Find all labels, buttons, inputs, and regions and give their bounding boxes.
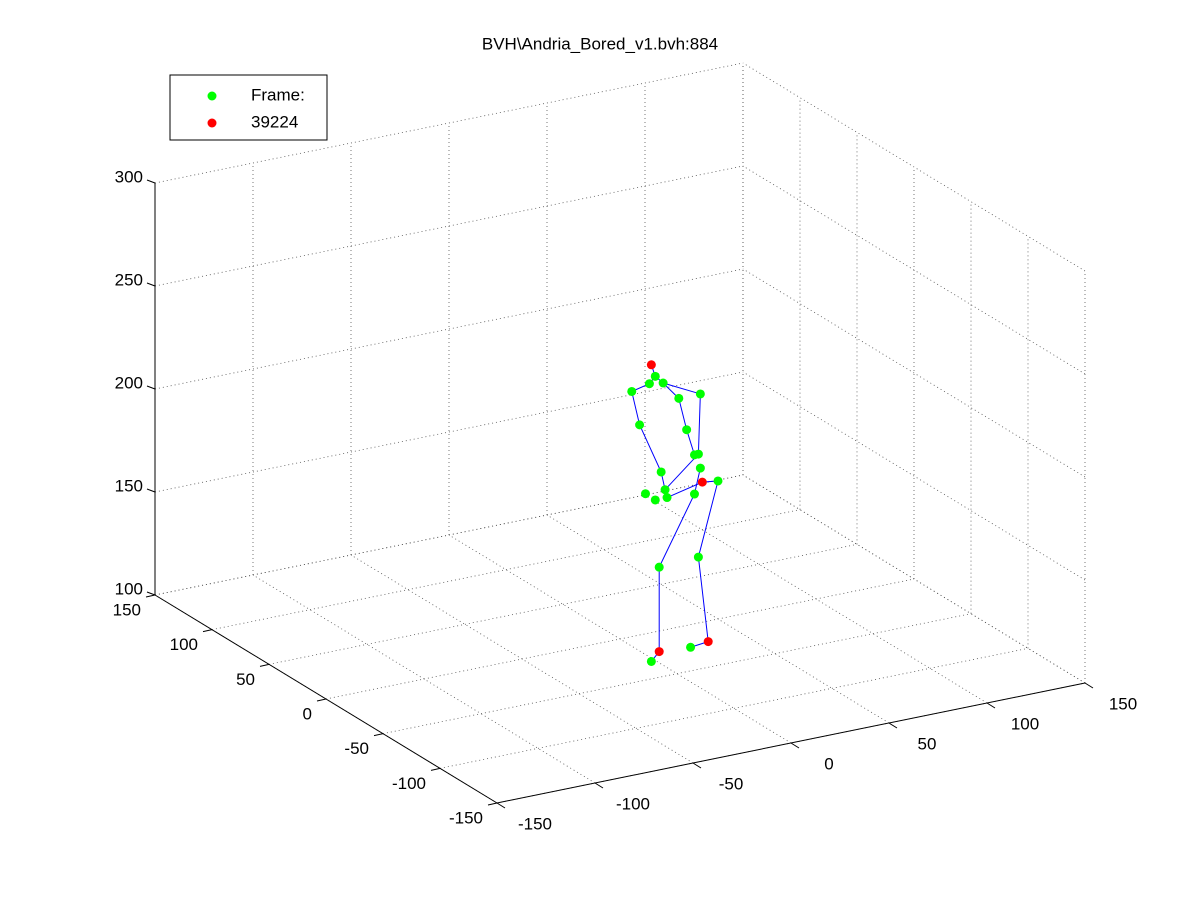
grid-line: [439, 647, 1029, 769]
joint-marker: [682, 425, 692, 435]
joint-marker: [695, 389, 705, 399]
joint-marker: [713, 476, 723, 486]
grid-line: [742, 268, 1086, 478]
chart-title: BVH\Andria_Bored_v1.bvh:884: [482, 34, 718, 53]
joint-marker: [635, 420, 645, 430]
joint-marker: [646, 656, 656, 666]
legend-marker: [207, 91, 217, 101]
z-tick-label: 100: [115, 579, 143, 598]
legend-marker: [207, 118, 217, 128]
y-tick-label: 50: [236, 670, 255, 689]
y-tick-label: -100: [392, 774, 426, 793]
grid-line: [154, 268, 744, 390]
y-tick-label: -150: [449, 808, 483, 827]
legend-box: [169, 74, 328, 141]
y-tick: [202, 629, 213, 633]
bone-line: [662, 382, 695, 456]
joint-marker: [654, 647, 664, 657]
x-tick: [986, 702, 996, 709]
x-tick-label: 100: [1011, 714, 1039, 733]
joint-marker: [654, 562, 664, 572]
y-tick-label: 150: [113, 600, 141, 619]
grid-line: [742, 62, 1086, 272]
joint-marker: [650, 495, 660, 505]
grid-line: [154, 371, 744, 493]
joint-marker: [640, 489, 650, 499]
joint-marker: [697, 477, 707, 487]
joint-marker: [660, 485, 670, 495]
y-tick: [487, 802, 498, 806]
grid-line: [211, 509, 801, 631]
grid-line: [742, 165, 1086, 375]
x-tick: [790, 742, 800, 749]
z-tick-label: 300: [115, 167, 143, 186]
legend-label: 39224: [251, 112, 298, 131]
grid-line: [268, 543, 858, 665]
y-tick-label: 0: [303, 704, 312, 723]
z-tick: [146, 179, 156, 184]
joint-marker: [703, 637, 713, 647]
y-tick: [430, 767, 441, 771]
y-tick: [145, 594, 156, 598]
grid-line: [742, 371, 1086, 581]
x-tick-label: -100: [616, 794, 650, 813]
joint-marker: [656, 467, 666, 477]
z-tick-label: 200: [115, 373, 143, 392]
joint-marker: [650, 371, 660, 381]
joint-marker: [695, 463, 705, 473]
y-tick: [373, 733, 384, 737]
z-tick: [146, 488, 156, 493]
joint-marker: [644, 379, 654, 389]
joint-marker: [662, 493, 672, 503]
x-tick: [888, 722, 898, 729]
z-tick-label: 250: [115, 270, 143, 289]
x-tick-label: -150: [518, 814, 552, 833]
joint-marker: [693, 552, 703, 562]
x-tick-label: -50: [719, 774, 744, 793]
joint-marker: [693, 449, 703, 459]
z-tick: [146, 591, 156, 596]
grid-line: [325, 578, 915, 700]
joint-marker: [689, 489, 699, 499]
grid-line: [154, 165, 744, 287]
grid-line: [154, 62, 744, 184]
x-tick: [692, 762, 702, 769]
joint-marker: [646, 360, 656, 370]
joint-marker: [674, 393, 684, 403]
z-tick: [146, 282, 156, 287]
joint-marker: [686, 642, 696, 652]
joint-marker: [627, 386, 637, 396]
z-tick: [146, 385, 156, 390]
x-tick: [1084, 682, 1094, 689]
y-tick: [316, 698, 327, 702]
x-tick-label: 50: [918, 734, 937, 753]
x-tick-label: 0: [824, 754, 833, 773]
legend-label: Frame:: [251, 85, 305, 104]
x-tick: [496, 802, 506, 809]
x-tick-label: 150: [1109, 694, 1137, 713]
y-tick: [259, 663, 270, 667]
y-tick-label: -50: [344, 739, 369, 758]
x-tick: [594, 782, 604, 789]
z-tick-label: 150: [115, 476, 143, 495]
grid-line: [382, 613, 972, 735]
y-tick-label: 100: [170, 635, 198, 654]
joint-marker: [658, 378, 668, 388]
grid-line: [742, 474, 1086, 684]
